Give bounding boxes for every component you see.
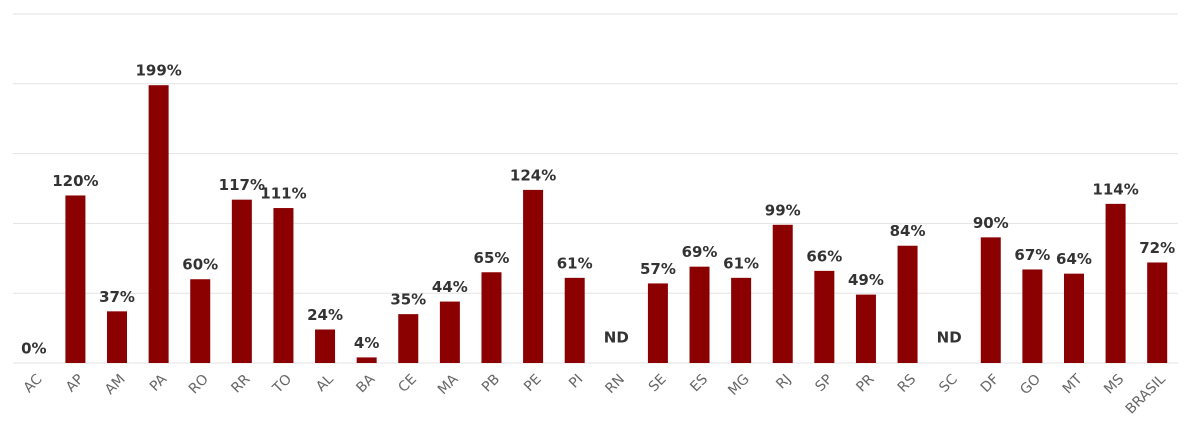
x-tick-label: GO bbox=[1017, 371, 1044, 398]
x-tick-label: RJ bbox=[773, 371, 794, 392]
bar bbox=[647, 283, 668, 363]
bar bbox=[356, 357, 377, 363]
x-tick-label: TO bbox=[269, 371, 295, 397]
x-tick-label: SC bbox=[936, 371, 961, 396]
value-label: ND bbox=[604, 329, 629, 347]
value-label: 0% bbox=[21, 340, 46, 358]
bar bbox=[398, 314, 419, 363]
x-tick-label: CE bbox=[395, 371, 419, 395]
x-tick-label: RS bbox=[895, 371, 920, 396]
x-tick-label: PI bbox=[566, 371, 586, 391]
value-label: 199% bbox=[135, 62, 181, 80]
value-label: 72% bbox=[1139, 239, 1175, 257]
value-label: 24% bbox=[307, 306, 343, 324]
bar bbox=[65, 195, 86, 363]
x-tick-label: PB bbox=[479, 371, 503, 395]
bar bbox=[523, 189, 544, 363]
bar bbox=[855, 294, 876, 363]
bar bbox=[439, 301, 460, 363]
x-tick-label: MS bbox=[1101, 371, 1127, 397]
bar bbox=[273, 208, 294, 363]
x-tick-label: RN bbox=[602, 371, 628, 397]
bar bbox=[814, 270, 835, 363]
value-label: 114% bbox=[1092, 180, 1138, 198]
bar bbox=[772, 224, 793, 363]
x-tick-label: PE bbox=[521, 371, 545, 395]
x-tick-label: ES bbox=[687, 371, 711, 395]
x-tick-label: AL bbox=[313, 371, 337, 395]
x-tick-label: DF bbox=[978, 371, 1003, 396]
bar bbox=[897, 245, 918, 363]
x-tick-label: MA bbox=[435, 371, 462, 398]
bar bbox=[148, 85, 169, 364]
x-tick-label: MG bbox=[725, 371, 753, 399]
value-label: ND bbox=[937, 329, 962, 347]
bar bbox=[231, 199, 252, 363]
x-tick-label: AC bbox=[21, 371, 46, 396]
value-label: 67% bbox=[1014, 246, 1050, 264]
value-label: 66% bbox=[806, 247, 842, 265]
x-tick-label: PA bbox=[147, 371, 171, 395]
value-label: 111% bbox=[260, 185, 306, 203]
value-label: 69% bbox=[682, 243, 718, 261]
x-tick-label: MT bbox=[1060, 371, 1086, 397]
value-label: 49% bbox=[848, 271, 884, 289]
x-tick-label: RR bbox=[228, 371, 253, 396]
x-tick-label: BRASIL bbox=[1123, 371, 1169, 417]
x-tick-label: PR bbox=[853, 371, 877, 395]
bar bbox=[689, 266, 710, 363]
bar bbox=[481, 272, 502, 363]
x-tick-label: RO bbox=[186, 371, 212, 397]
bar bbox=[107, 311, 128, 363]
bar bbox=[564, 277, 585, 363]
value-label: 120% bbox=[52, 172, 98, 190]
value-label: 90% bbox=[973, 214, 1009, 232]
x-tick-label: AP bbox=[63, 371, 87, 395]
bar bbox=[190, 279, 211, 363]
x-tick-label: BA bbox=[353, 371, 378, 396]
x-tick-label: AM bbox=[102, 371, 129, 398]
value-label: 61% bbox=[723, 254, 759, 272]
x-tick-label: SE bbox=[646, 371, 670, 395]
value-label: 35% bbox=[390, 291, 426, 309]
value-label: 84% bbox=[890, 222, 926, 240]
value-label: 4% bbox=[354, 334, 379, 352]
value-label: 61% bbox=[557, 254, 593, 272]
value-label: 44% bbox=[432, 278, 468, 296]
bar bbox=[315, 329, 336, 363]
bar bbox=[980, 237, 1001, 363]
value-label: 60% bbox=[182, 256, 218, 274]
bar bbox=[731, 277, 752, 363]
value-label: 99% bbox=[765, 201, 801, 219]
x-tick-label: SP bbox=[812, 371, 836, 395]
bar bbox=[1022, 269, 1043, 363]
value-label: 64% bbox=[1056, 250, 1092, 268]
value-label: 117% bbox=[219, 176, 265, 194]
bar bbox=[1147, 262, 1168, 363]
bar bbox=[1105, 203, 1126, 363]
bar bbox=[1063, 273, 1084, 363]
value-label: 65% bbox=[474, 249, 510, 267]
value-label: 124% bbox=[510, 166, 556, 184]
value-label: 57% bbox=[640, 260, 676, 278]
value-label: 37% bbox=[99, 288, 135, 306]
